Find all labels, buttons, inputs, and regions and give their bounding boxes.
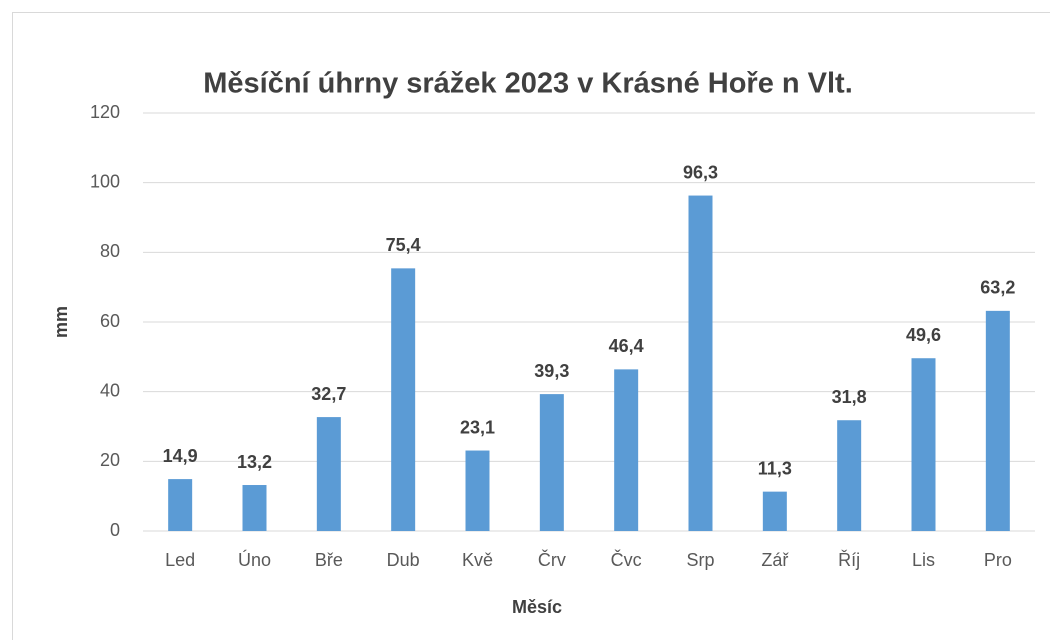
y-tick-label: 20 bbox=[100, 450, 120, 470]
value-label: 49,6 bbox=[906, 325, 941, 345]
value-label: 75,4 bbox=[386, 235, 421, 255]
value-label: 11,3 bbox=[758, 458, 792, 478]
y-tick-label: 100 bbox=[90, 171, 120, 191]
value-label: 46,4 bbox=[609, 336, 644, 356]
bar bbox=[911, 358, 936, 531]
value-label: 14,9 bbox=[163, 446, 198, 466]
bar bbox=[837, 420, 862, 531]
y-tick-label: 40 bbox=[100, 380, 120, 400]
bar bbox=[614, 369, 639, 531]
x-tick-label: Zář bbox=[761, 550, 789, 570]
bar bbox=[465, 450, 490, 531]
bar bbox=[242, 485, 267, 531]
value-label: 39,3 bbox=[534, 361, 569, 381]
x-tick-label: Led bbox=[165, 550, 195, 570]
x-tick-label: Kvě bbox=[462, 550, 493, 570]
x-tick-label: Úno bbox=[238, 549, 271, 570]
value-label: 13,2 bbox=[237, 452, 272, 472]
bar bbox=[985, 310, 1010, 531]
x-tick-label: Čvc bbox=[611, 549, 642, 570]
bar bbox=[762, 491, 787, 531]
x-tick-label: Srp bbox=[686, 550, 714, 570]
bar bbox=[539, 394, 564, 531]
x-tick-label: Dub bbox=[387, 550, 420, 570]
y-tick-label: 60 bbox=[100, 311, 120, 331]
value-label: 31,8 bbox=[832, 387, 867, 407]
x-tick-label: Pro bbox=[984, 550, 1012, 570]
bar bbox=[316, 417, 341, 531]
y-tick-label: 0 bbox=[110, 520, 120, 540]
value-label: 96,3 bbox=[683, 162, 718, 182]
x-axis-title: Měsíc bbox=[512, 597, 562, 617]
y-tick-label: 80 bbox=[100, 241, 120, 261]
y-axis-title: mm bbox=[51, 306, 71, 338]
x-tick-label: Bře bbox=[315, 550, 343, 570]
y-tick-label: 120 bbox=[90, 102, 120, 122]
value-label: 63,2 bbox=[980, 278, 1015, 298]
x-tick-label: Črv bbox=[538, 549, 566, 570]
x-tick-label: Lis bbox=[912, 550, 935, 570]
x-tick-label: Říj bbox=[838, 550, 860, 570]
bar bbox=[391, 268, 416, 531]
chart-border bbox=[12, 12, 1050, 640]
value-label: 23,1 bbox=[460, 417, 495, 437]
chart-title: Měsíční úhrny srážek 2023 v Krásné Hoře … bbox=[203, 68, 853, 100]
bar bbox=[688, 195, 713, 531]
bar bbox=[168, 479, 193, 531]
value-label: 32,7 bbox=[311, 384, 346, 404]
